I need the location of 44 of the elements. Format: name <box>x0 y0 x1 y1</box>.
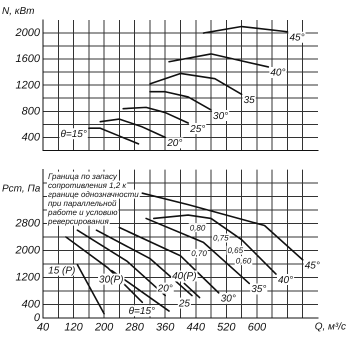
annotation: 0,70 <box>191 249 208 258</box>
y-tick-label: 400 <box>22 298 41 310</box>
series-label: θ=15° <box>128 306 156 318</box>
series-label: 35° <box>251 284 266 296</box>
x-tick-label: 440 <box>186 321 206 334</box>
x-tick-label: 200 <box>94 321 114 334</box>
series-label: 20° <box>166 138 182 150</box>
y-tick-label: 800 <box>22 105 41 118</box>
series-label: 30(P) <box>99 274 124 286</box>
series-label: 30° <box>220 294 236 305</box>
series-label: θ=15° <box>60 129 87 140</box>
y-tick-label: 2800 <box>14 218 41 230</box>
x-tick-label: 360 <box>156 321 176 334</box>
series-label: 45° <box>289 32 305 44</box>
series-label: 40° <box>278 274 294 286</box>
series-label: 45° <box>304 260 320 272</box>
y-tick-label: 1200 <box>16 271 41 284</box>
y-tick-label: 1600 <box>16 53 41 66</box>
series-label: 25° <box>189 124 206 135</box>
x-tick-label: 520 <box>217 321 236 334</box>
series-label: 35 <box>244 95 256 106</box>
y-axis-title: Pст, Па <box>2 183 41 194</box>
series-label: 15 (P) <box>48 265 76 276</box>
x-tick-label: 600 <box>248 321 267 334</box>
x-tick-label: 120 <box>64 321 84 334</box>
y-tick-label: 1200 <box>16 79 41 92</box>
series-label: 40(P) <box>172 271 197 282</box>
y-tick-label: 2000 <box>14 244 41 256</box>
series-label: 25 <box>178 298 190 310</box>
series-label: 40° <box>270 68 286 79</box>
x-axis-title: Q, м³/с <box>314 322 346 333</box>
series-label: 20° <box>156 283 173 294</box>
annotation: Граница по запасу сопротивления 1,2 к границе однозначности при параллельной работе и условию реверсирования <box>47 172 140 226</box>
y-tick-label: 0 <box>34 312 41 324</box>
annotation: 0,80 <box>190 223 206 232</box>
x-tick-label: 280 <box>124 321 145 334</box>
series-label: 30° <box>213 110 228 122</box>
x-tick-label: 40 <box>36 321 50 334</box>
annotation: 0,65 <box>228 246 244 255</box>
y-axis-title: N, кВт <box>2 6 34 17</box>
y-tick-label: 2000 <box>14 27 41 40</box>
annotation: 0,60 <box>236 256 252 266</box>
y-tick-label: 400 <box>22 131 41 144</box>
annotation: 0,75 <box>213 234 230 243</box>
